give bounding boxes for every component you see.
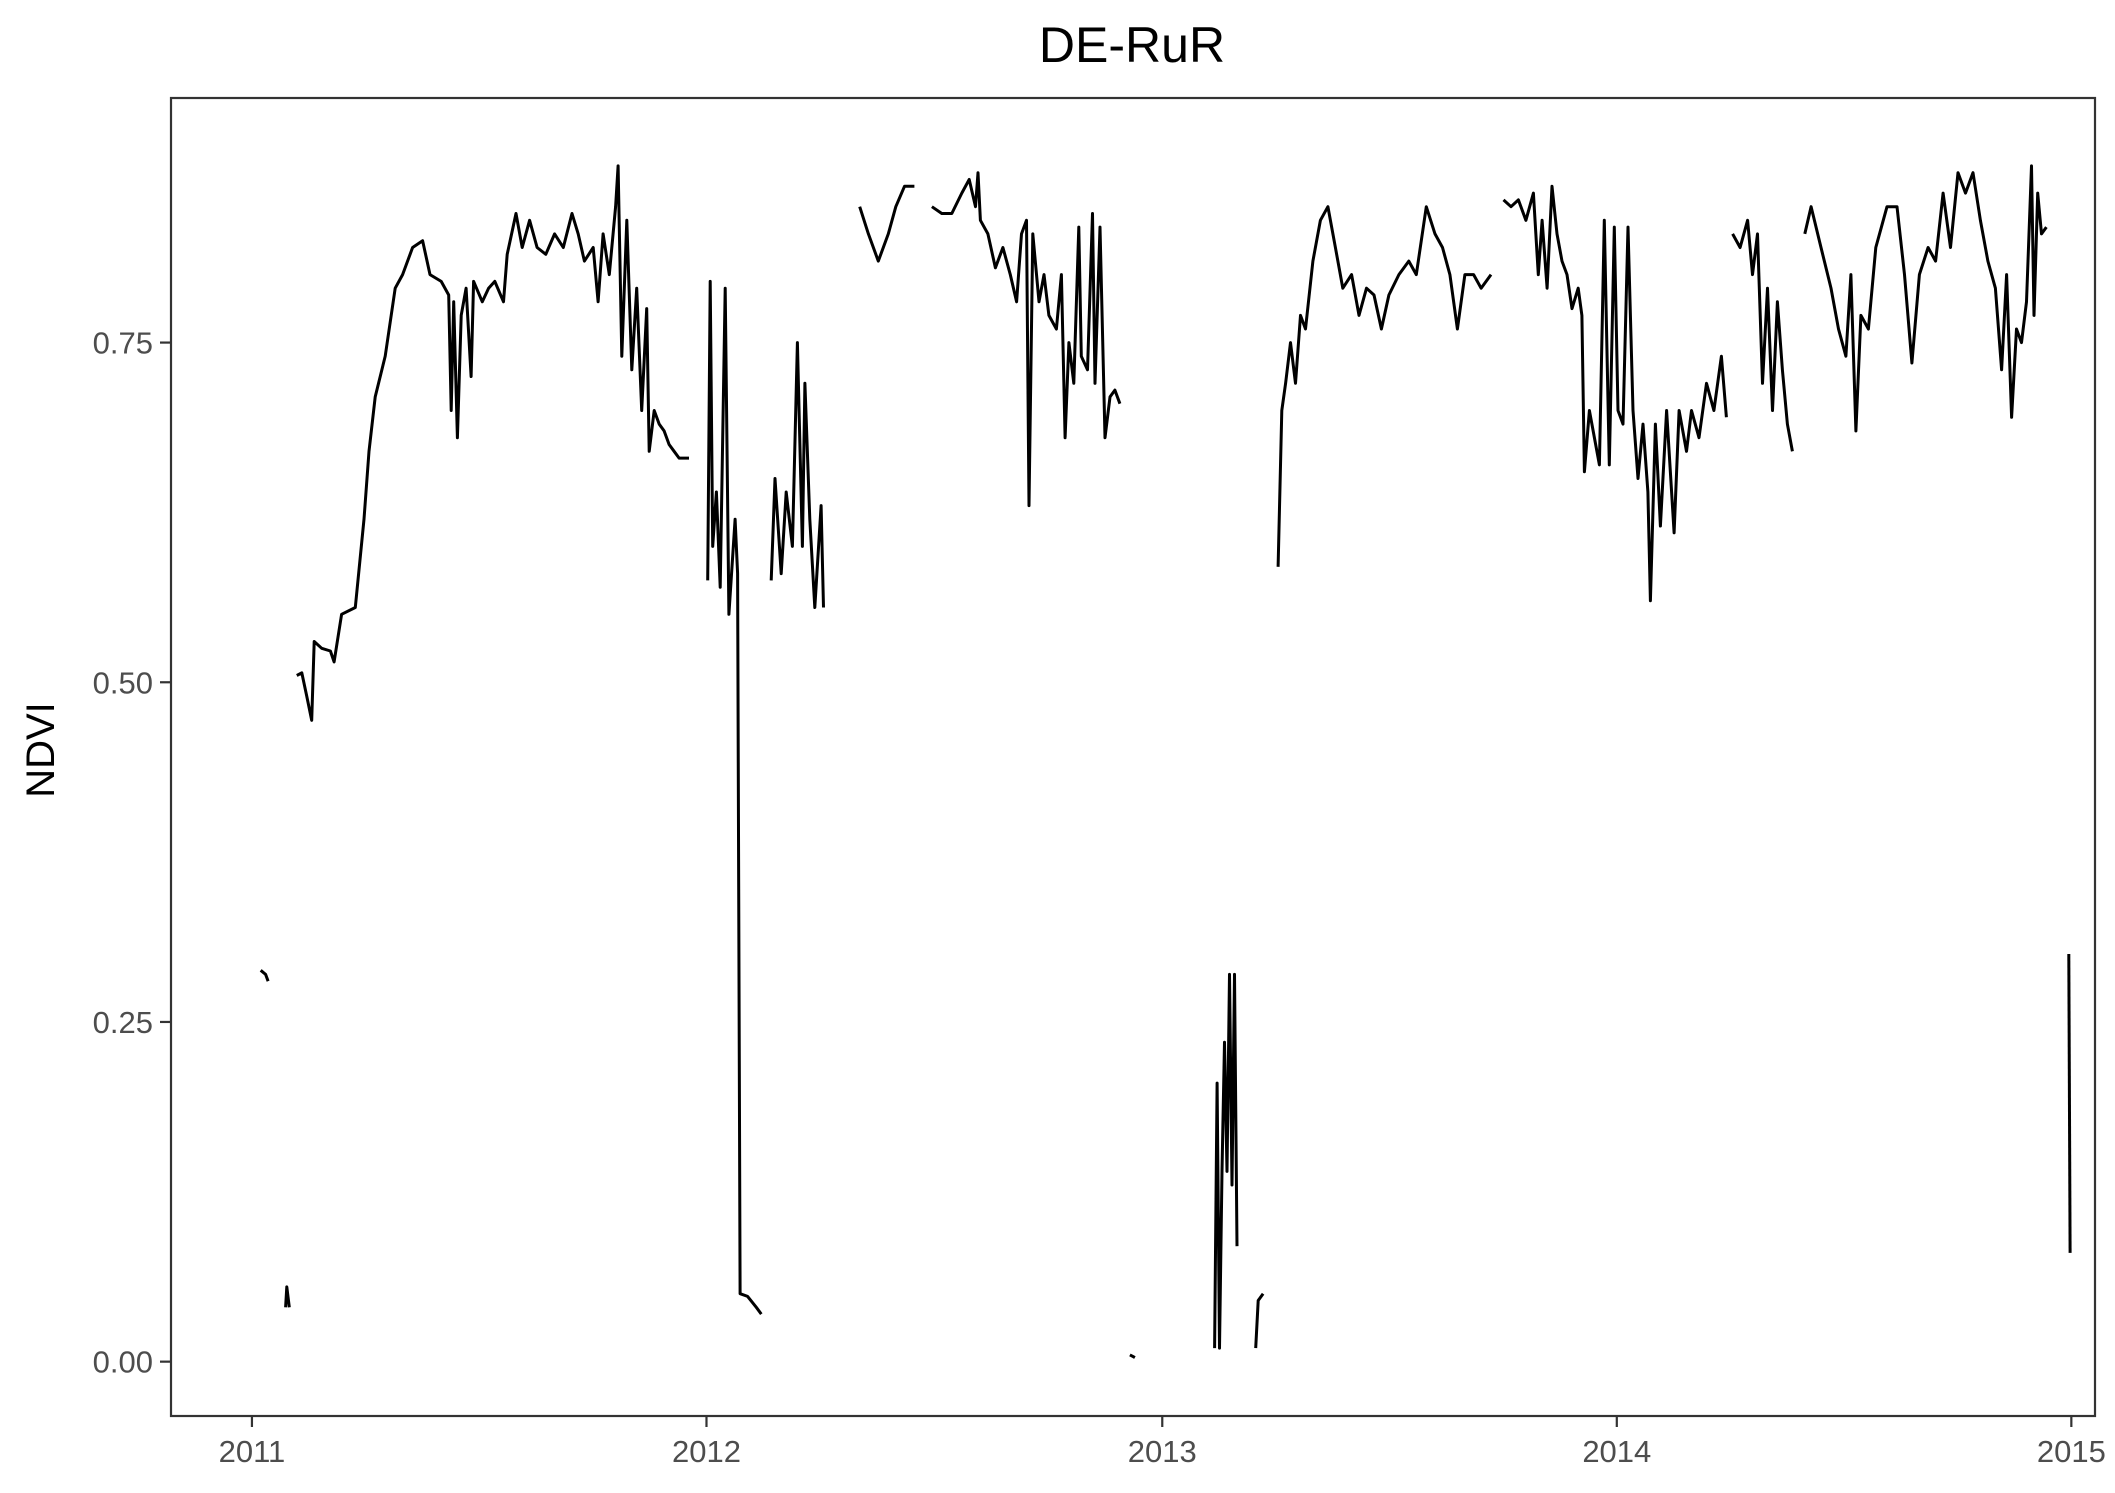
- x-tick-label: 2013: [1128, 1434, 1197, 1469]
- y-tick-label: 0.25: [93, 1005, 153, 1040]
- series-line-segment-2: [284, 1285, 291, 1308]
- x-tick-label: 2015: [2037, 1434, 2106, 1469]
- series-line-segment-8: [1129, 1353, 1136, 1359]
- y-axis: 0.00 0.25 0.50 0.75: [93, 326, 171, 1380]
- panel-border: [169, 96, 2097, 1418]
- series-line-segment-14: [1803, 164, 2048, 433]
- chart-title: DE-RuR: [1039, 17, 1225, 73]
- series-line-segment-12: [1502, 184, 1728, 603]
- series-line-segment-11: [1276, 205, 1493, 567]
- series-line-segment-10: [1254, 1292, 1265, 1349]
- series-line-segment-13: [1731, 218, 1794, 452]
- series-line-segment-5: [769, 341, 825, 609]
- series-line-segment-7: [931, 171, 1122, 508]
- y-tick-label: 0.75: [93, 326, 153, 361]
- series-line-segment-4: [706, 279, 763, 1315]
- series-line-segment-9: [1213, 972, 1239, 1350]
- series-line-segment-6: [858, 184, 915, 263]
- y-tick-label: 0.50: [93, 665, 153, 700]
- x-axis: 2011 2012 2013 2014 2015: [219, 1416, 2106, 1469]
- y-tick-label: 0.00: [93, 1345, 153, 1380]
- x-tick-label: 2011: [219, 1434, 286, 1469]
- series-line-segment-15: [2067, 953, 2072, 1253]
- y-axis-label: NDVI: [19, 702, 63, 798]
- series-line-segment-1: [259, 969, 270, 982]
- series-line-segment-3: [296, 164, 689, 722]
- series-layer: [259, 164, 2072, 1359]
- x-tick-label: 2014: [1582, 1434, 1651, 1469]
- x-tick-label: 2012: [672, 1434, 741, 1469]
